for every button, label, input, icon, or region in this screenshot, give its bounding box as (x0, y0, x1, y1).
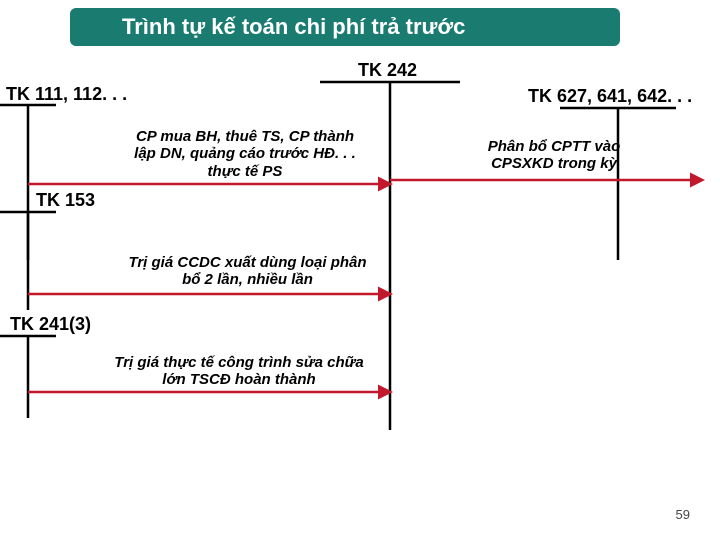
page-number: 59 (676, 507, 690, 522)
label-tk111: TK 111, 112. . . (6, 84, 127, 105)
box-phan-bo: Phân bổ CPTT vào CPSXKD trong kỳ (454, 138, 654, 173)
label-tk627: TK 627, 641, 642. . . (528, 86, 692, 107)
box-tscd: Trị giá thực tế công trình sửa chữa lớn … (84, 354, 394, 389)
box-ccdc: Trị giá CCDC xuất dùng loại phân bổ 2 lầ… (100, 254, 395, 289)
label-tk241: TK 241(3) (10, 314, 91, 335)
box-cp-mua: CP mua BH, thuê TS, CP thành lập DN, quả… (110, 128, 380, 180)
label-tk242: TK 242 (358, 60, 417, 81)
title-text: Trình tự kế toán chi phí trả trước (122, 14, 465, 40)
label-tk153: TK 153 (36, 190, 95, 211)
